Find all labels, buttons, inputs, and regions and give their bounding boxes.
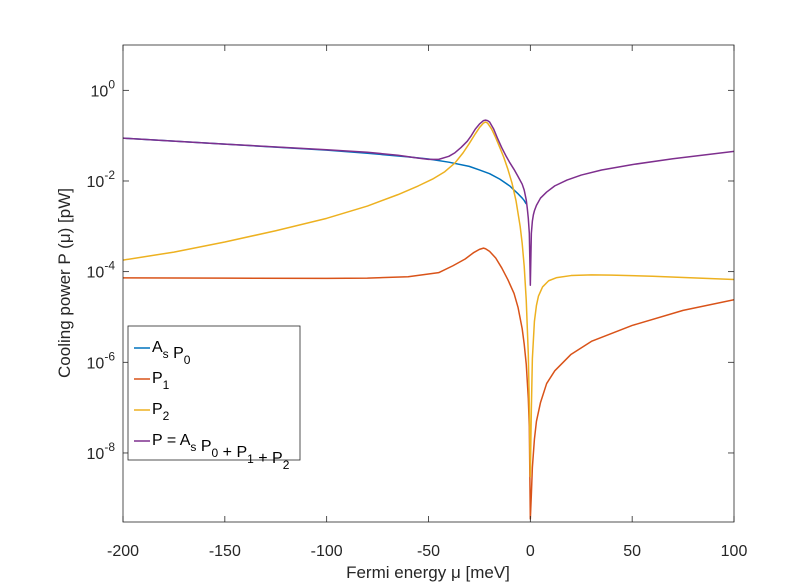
x-tick-label: 0 [526, 543, 535, 560]
series-line-1 [123, 137, 527, 205]
legend-entry-2: P1 [152, 370, 170, 392]
series-line-3 [123, 121, 734, 478]
y-tick-label: 100 [91, 77, 116, 100]
y-tick-label: 10-4 [87, 259, 116, 282]
legend-entry-4: P = As P0 + P1 + P2 [152, 432, 290, 472]
x-tick-label: -200 [107, 543, 139, 560]
y-tick-label: 10-2 [87, 168, 116, 191]
x-axis-label: Fermi energy μ [meV] [346, 563, 510, 582]
series-line-2 [123, 247, 734, 520]
legend: As P0 P1 P2 P = As P0 + P1 + P2 [127, 325, 301, 472]
x-tick-label: 50 [623, 543, 641, 560]
x-tick-label: 100 [721, 543, 748, 560]
y-axis-label: Cooling power P (μ) [pW] [55, 188, 74, 378]
legend-entry-1: As P0 [152, 339, 191, 367]
y-tick-label: 10-6 [87, 349, 116, 372]
legend-entry-3: P2 [152, 401, 170, 423]
x-tick-label: -150 [209, 543, 241, 560]
legend-box [127, 325, 301, 461]
x-tick-label: -100 [311, 543, 343, 560]
series-line-4 [123, 119, 734, 287]
x-tick-label: -50 [417, 543, 440, 560]
y-tick-label: 10-8 [87, 440, 116, 463]
tick-layer: -200 -150 -100 -50 0 50 100 10-8 10-6 10-4 10-2 100 [87, 45, 748, 560]
series-layer [123, 119, 734, 520]
